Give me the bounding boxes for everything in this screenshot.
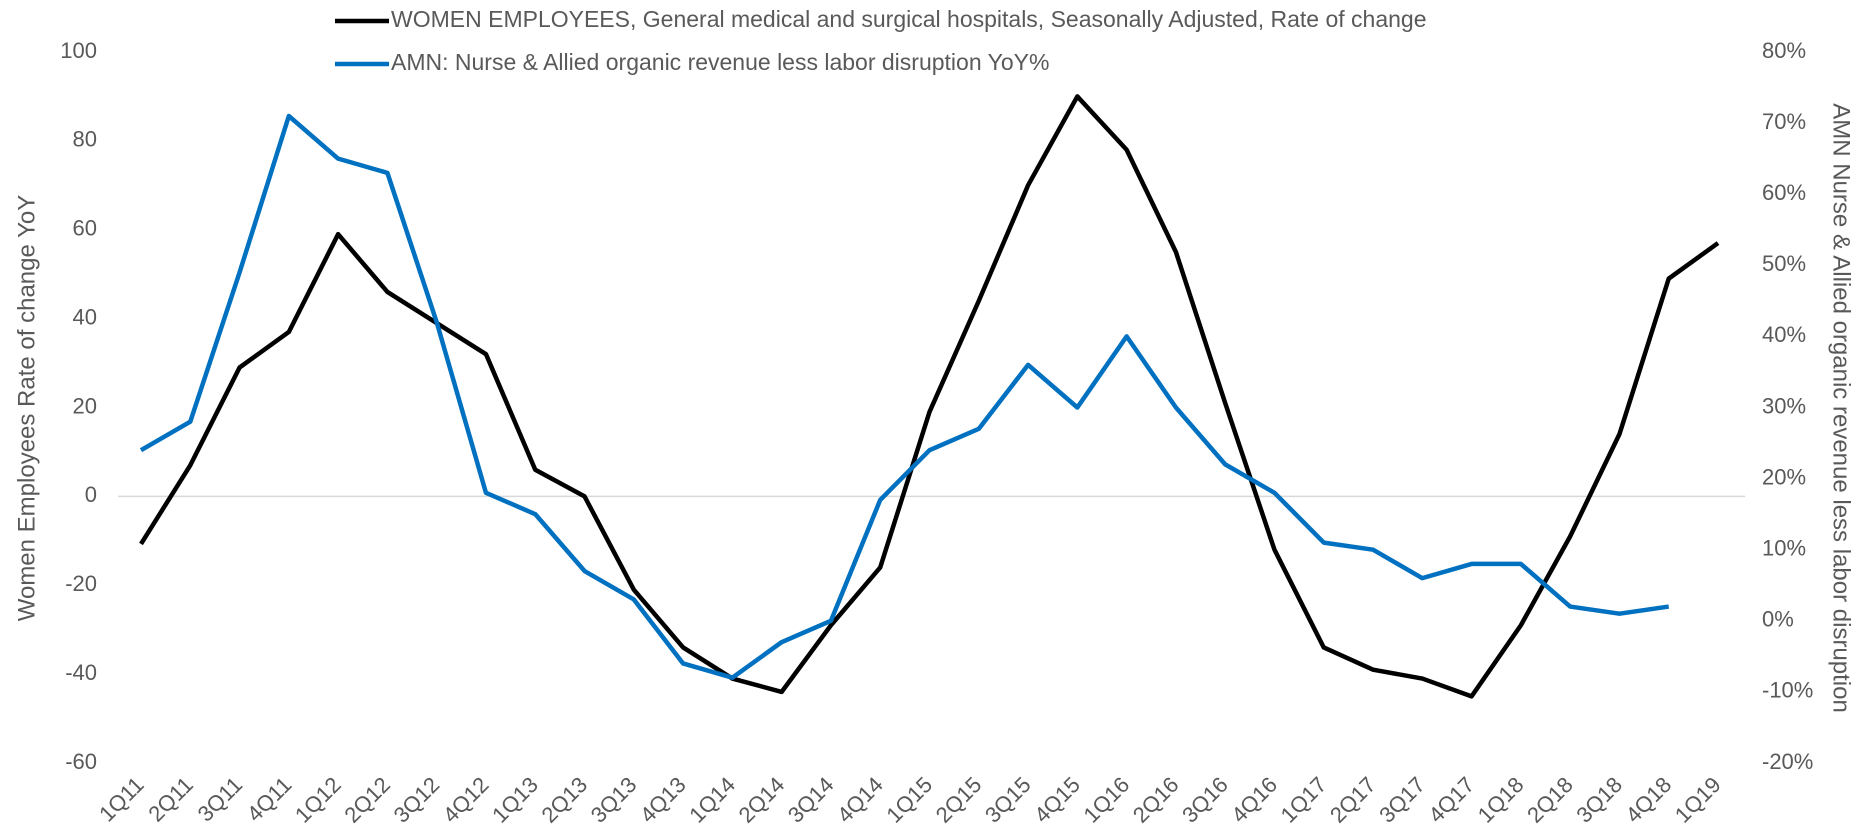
x-tick-label: 4Q11: [242, 772, 297, 827]
y-axis-title: Women Employees Rate of change YoY: [13, 195, 40, 622]
y2-tick-label: 70%: [1762, 109, 1806, 134]
x-tick-label: 3Q12: [389, 772, 445, 827]
legend-label: WOMEN EMPLOYEES, General medical and sur…: [391, 6, 1427, 32]
x-tick-label: 2Q11: [143, 772, 198, 827]
x-tick-label: 2Q16: [1128, 772, 1184, 827]
x-tick-label: 3Q18: [1571, 772, 1627, 827]
x-tick-label: 4Q16: [1226, 772, 1282, 827]
y2-tick-label: 40%: [1762, 322, 1806, 347]
y2-tick-label: 80%: [1762, 38, 1806, 63]
x-tick-label: 2Q17: [1325, 772, 1381, 827]
y2-tick-label: 10%: [1762, 536, 1806, 561]
x-tick-label: 2Q12: [339, 772, 395, 827]
x-tick-label: 3Q11: [193, 772, 248, 827]
y2-tick-label: 0%: [1762, 607, 1794, 632]
y2-tick-label: 50%: [1762, 251, 1806, 276]
x-tick-label: 4Q15: [1029, 772, 1085, 827]
x-tick-label: 1Q14: [684, 772, 740, 827]
y-tick-label: -20: [65, 571, 97, 596]
y-tick-label: 60: [73, 216, 97, 241]
y2-tick-label: 60%: [1762, 180, 1806, 205]
series-line: [139, 94, 1720, 699]
x-tick-label: 2Q14: [734, 772, 790, 827]
x-tick-label: 1Q12: [290, 772, 346, 827]
x-tick-label: 3Q16: [1177, 772, 1233, 827]
y-tick-label: 80: [73, 127, 97, 152]
x-tick-label: 4Q17: [1423, 772, 1479, 827]
y2-tick-label: 30%: [1762, 393, 1806, 418]
x-tick-label: 4Q14: [832, 772, 888, 827]
x-tick-label: 3Q14: [783, 772, 839, 827]
x-tick-label: 1Q11: [94, 772, 149, 827]
x-tick-label: 1Q16: [1079, 772, 1135, 827]
x-tick-label: 2Q18: [1522, 772, 1578, 827]
x-tick-label: 1Q18: [1473, 772, 1529, 827]
x-tick-label: 2Q13: [536, 772, 592, 827]
y-tick-label: 100: [60, 38, 97, 63]
x-tick-label: 1Q13: [487, 772, 543, 827]
legend-label: AMN: Nurse & Allied organic revenue less…: [391, 49, 1049, 75]
y-tick-label: -40: [65, 660, 97, 685]
x-tick-label: 1Q19: [1670, 772, 1726, 827]
y2-tick-label: -20%: [1762, 749, 1813, 774]
x-tick-label: 4Q18: [1621, 772, 1677, 827]
x-tick-label: 3Q13: [586, 772, 642, 827]
y2-tick-label: 20%: [1762, 464, 1806, 489]
x-tick-label: 3Q15: [980, 772, 1036, 827]
x-tick-label: 1Q15: [881, 772, 937, 827]
series-line: [139, 113, 1670, 680]
y2-axis-title: AMN Nurse & Allied organic revenue less …: [1828, 103, 1855, 713]
x-tick-label: 4Q12: [438, 772, 494, 827]
x-tick-label: 1Q17: [1276, 772, 1332, 827]
x-tick-label: 3Q17: [1374, 772, 1430, 827]
x-tick-label: 2Q15: [931, 772, 987, 827]
y-tick-label: 40: [73, 304, 97, 329]
y2-tick-label: -10%: [1762, 678, 1813, 703]
y-tick-label: -60: [65, 749, 97, 774]
y-tick-label: 20: [73, 393, 97, 418]
y-tick-label: 0: [85, 482, 97, 507]
x-tick-label: 4Q13: [635, 772, 691, 827]
